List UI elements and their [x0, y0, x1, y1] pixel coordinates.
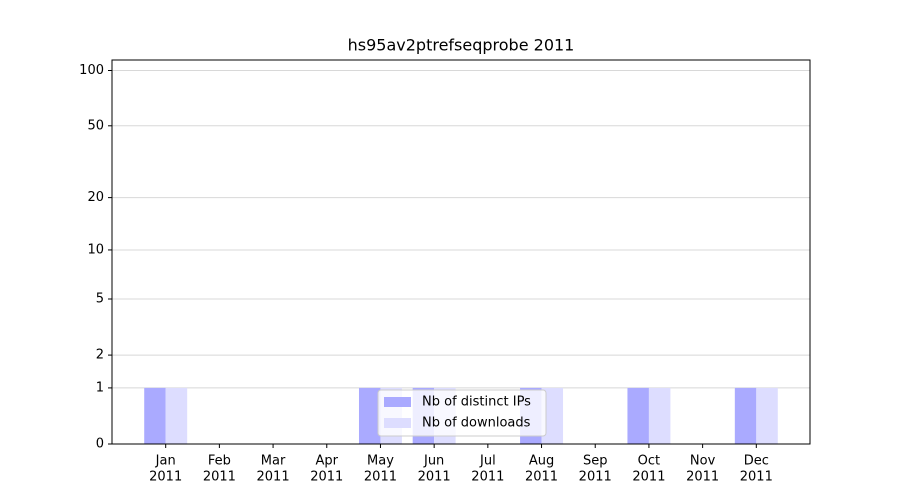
x-tick-label: 2011 — [203, 470, 236, 485]
bar — [756, 387, 778, 444]
x-tick-label: Jun — [423, 454, 444, 469]
bar — [144, 387, 166, 444]
bar — [627, 387, 649, 444]
y-tick-label: 5 — [96, 291, 104, 306]
bar — [648, 387, 671, 444]
y-tick-label: 2 — [96, 348, 104, 363]
legend-label: Nb of distinct IPs — [422, 395, 531, 410]
y-tick-label: 1 — [96, 380, 104, 395]
legend-swatch — [384, 397, 411, 407]
x-tick-label: Aug — [529, 454, 554, 469]
x-tick-label: Oct — [638, 454, 660, 469]
x-tick-label: 2011 — [686, 470, 719, 485]
legend-label: Nb of downloads — [422, 416, 531, 431]
y-tick-label: 20 — [87, 190, 104, 205]
legend-swatch — [384, 418, 411, 428]
x-tick-label: Apr — [316, 454, 339, 469]
y-tick-label: 100 — [79, 63, 104, 78]
x-tick-label: 2011 — [418, 470, 451, 485]
x-tick-label: 2011 — [471, 470, 504, 485]
x-tick-label: 2011 — [579, 470, 612, 485]
bar — [358, 387, 381, 444]
x-tick-label: 2011 — [525, 470, 558, 485]
x-tick-label: 2011 — [257, 470, 290, 485]
x-tick-label: Jul — [479, 454, 496, 469]
x-tick-label: Feb — [208, 454, 231, 469]
x-tick-label: 2011 — [310, 470, 343, 485]
bar — [734, 387, 757, 444]
x-tick-label: Sep — [583, 454, 608, 469]
x-tick-label: Mar — [261, 454, 286, 469]
y-tick-label: 0 — [96, 437, 104, 452]
x-tick-label: 2011 — [740, 470, 773, 485]
chart-title: hs95av2ptrefseqprobe 2011 — [348, 36, 575, 55]
x-tick-label: May — [367, 454, 394, 469]
x-tick-label: Dec — [744, 454, 769, 469]
x-tick-label: 2011 — [364, 470, 397, 485]
x-tick-label: 2011 — [149, 470, 182, 485]
x-tick-label: Jan — [155, 454, 176, 469]
x-tick-label: 2011 — [632, 470, 665, 485]
x-tick-label: Nov — [690, 454, 716, 469]
y-tick-label: 50 — [87, 118, 104, 133]
y-tick-label: 10 — [87, 242, 104, 257]
plot-frame — [111, 59, 811, 445]
bar — [165, 387, 188, 444]
legend-box — [377, 389, 547, 437]
bar — [541, 387, 564, 444]
